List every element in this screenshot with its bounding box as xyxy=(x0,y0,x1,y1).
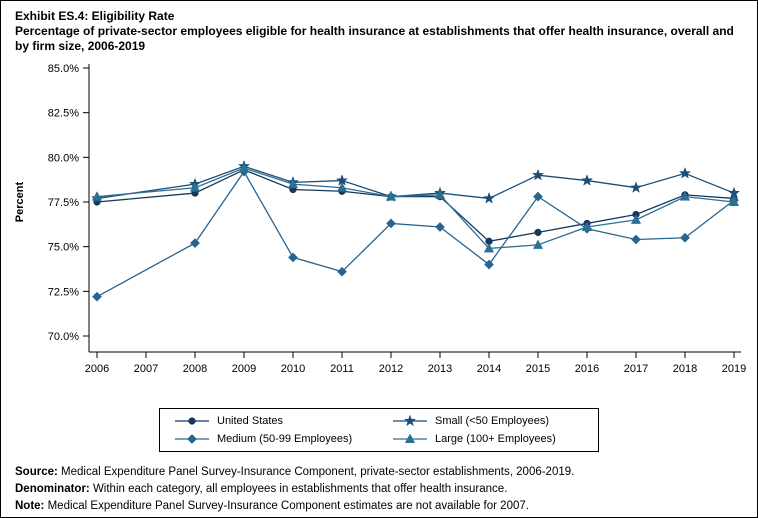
marker-triangle-icon xyxy=(728,196,740,206)
x-tick-label: 2011 xyxy=(330,363,354,375)
marker-star-icon xyxy=(531,168,545,181)
exhibit-subtitle: Percentage of private-sector employees e… xyxy=(15,24,734,53)
y-tick-label: 82.5% xyxy=(48,108,79,120)
legend-item-united-states: United States xyxy=(174,414,392,428)
denominator-text: Within each category, all employees in e… xyxy=(92,483,508,495)
marker-diamond-icon xyxy=(533,191,543,202)
x-tick-label: 2008 xyxy=(183,363,207,375)
x-tick-label: 2009 xyxy=(232,363,256,375)
marker-triangle-icon xyxy=(189,182,201,192)
marker-circle-icon xyxy=(188,417,196,425)
note-label: Note: xyxy=(15,500,45,512)
marker-diamond-icon xyxy=(288,252,298,263)
marker-star-icon xyxy=(482,191,496,204)
marker-diamond-icon xyxy=(187,434,197,444)
source-note: Source: Medical Expenditure Panel Survey… xyxy=(15,464,743,481)
x-tick-label: 2017 xyxy=(624,363,648,375)
marker-triangle-icon xyxy=(532,239,544,249)
marker-diamond-icon xyxy=(386,218,396,229)
marker-triangle-icon xyxy=(336,182,348,192)
source-label: Source: xyxy=(15,466,58,478)
legend-item-medium-50-99-employees: Medium (50-99 Employees) xyxy=(174,432,392,446)
x-tick-label: 2007 xyxy=(134,363,158,375)
series-medium-50-99-employees xyxy=(92,166,739,302)
marker-diamond-icon xyxy=(435,222,445,232)
y-tick-label: 85.0% xyxy=(48,63,79,75)
y-tick-label: 70.0% xyxy=(48,331,79,343)
denominator-label: Denominator: xyxy=(15,483,90,495)
marker-triangle-icon xyxy=(238,162,250,173)
legend-label: Medium (50-99 Employees) xyxy=(217,433,353,445)
marker-triangle-icon xyxy=(679,191,691,201)
figure-titles: Exhibit ES.4: Eligibility Rate Percentag… xyxy=(1,1,757,54)
marker-diamond-icon xyxy=(680,232,690,243)
legend-marker-icon xyxy=(393,414,427,427)
series-united-states xyxy=(93,166,738,245)
series-line xyxy=(96,167,735,250)
marker-diamond-icon xyxy=(484,259,494,270)
marker-triangle-icon xyxy=(483,243,495,253)
marker-triangle-icon xyxy=(385,191,397,201)
x-tick-label: 2010 xyxy=(281,363,305,375)
legend-item-small-50-employees: Small (<50 Employees) xyxy=(392,414,584,428)
x-tick-label: 2018 xyxy=(673,363,697,375)
legend: United States Small (<50 Employees) Medium… xyxy=(159,408,599,452)
x-tick-label: 2014 xyxy=(477,363,501,375)
source-text: Medical Expenditure Panel Survey-Insuran… xyxy=(61,466,575,478)
marker-star-icon xyxy=(580,174,594,186)
marker-triangle-icon xyxy=(630,214,642,224)
y-tick-label: 77.5% xyxy=(48,197,79,209)
marker-triangle-icon xyxy=(434,189,446,199)
marker-star-icon xyxy=(403,414,417,427)
y-tick-label: 80.0% xyxy=(48,152,79,164)
x-tick-label: 2019 xyxy=(722,363,746,375)
x-tick-label: 2012 xyxy=(379,363,403,375)
note-text: Medical Expenditure Panel Survey-Insuran… xyxy=(47,500,529,512)
marker-star-icon xyxy=(629,181,643,193)
marker-circle-icon xyxy=(534,228,542,237)
legend-marker-icon xyxy=(175,434,209,444)
x-tick-label: 2013 xyxy=(428,363,452,375)
marker-diamond-icon xyxy=(190,238,200,249)
legend-label: United States xyxy=(217,415,284,427)
footnotes: Source: Medical Expenditure Panel Survey… xyxy=(1,452,757,515)
legend-item-large-100-employees: Large (100+ Employees) xyxy=(392,432,584,446)
series-line xyxy=(96,169,735,243)
series-large-100-employees xyxy=(91,162,740,253)
availability-note: Note: Medical Expenditure Panel Survey-I… xyxy=(15,498,743,515)
y-tick-label: 75.0% xyxy=(48,242,79,254)
denominator-note: Denominator: Within each category, all e… xyxy=(15,481,743,498)
x-tick-label: 2016 xyxy=(575,363,599,375)
marker-diamond-icon xyxy=(631,234,641,245)
legend-label: Small (<50 Employees) xyxy=(435,415,550,427)
legend-marker-icon xyxy=(175,417,209,425)
marker-triangle-icon xyxy=(287,178,299,189)
x-tick-label: 2006 xyxy=(85,363,109,375)
legend-label: Large (100+ Employees) xyxy=(435,433,556,445)
marker-triangle-icon xyxy=(404,433,416,443)
marker-star-icon xyxy=(678,166,692,179)
line-chart: 70.0% 72.5% 75.0% 77.5% 80.0% 82.5% 85.0% 2006 2… xyxy=(14,63,746,375)
marker-diamond-icon xyxy=(92,291,102,302)
legend-marker-icon xyxy=(393,433,427,443)
exhibit-title: Exhibit ES.4: Eligibility Rate xyxy=(15,9,175,23)
marker-triangle-icon xyxy=(91,191,103,201)
y-axis-title: Percent xyxy=(14,181,26,222)
marker-triangle-icon xyxy=(581,221,593,231)
y-tick-label: 72.5% xyxy=(48,286,79,298)
marker-diamond-icon xyxy=(337,266,347,277)
x-tick-label: 2015 xyxy=(526,363,550,375)
